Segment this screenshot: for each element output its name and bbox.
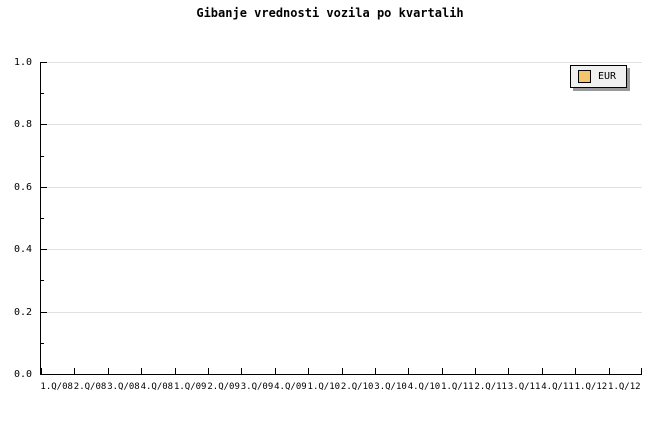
y-major-tick (41, 187, 47, 188)
y-minor-tick (41, 218, 44, 219)
x-tick-label: 2.Q/10 (340, 382, 374, 392)
x-tick-label: 1.Q/10 (307, 382, 341, 392)
x-tick-label: 3.Q/10 (374, 382, 407, 392)
legend-series-label: EUR (598, 71, 617, 82)
y-major-tick (41, 312, 47, 313)
x-boundary-tick (342, 368, 343, 374)
y-tick-label: 0.6 (13, 182, 32, 193)
x-boundary-tick (442, 368, 443, 374)
chart-title: Gibanje vrednosti vozila po kvartalih (196, 6, 464, 20)
x-boundary-tick (542, 368, 543, 374)
y-gridline (41, 249, 642, 250)
y-axis-labels: 0.0 0.2 0.4 0.6 0.8 1.0 (0, 57, 35, 380)
y-gridline (41, 187, 642, 188)
x-tick-label: 2.Q/09 (207, 382, 240, 392)
x-boundary-tick (108, 368, 109, 374)
y-major-tick (41, 374, 47, 375)
y-gridline (41, 312, 642, 313)
x-boundary-tick (141, 368, 142, 374)
x-boundary-tick (609, 368, 610, 374)
y-minor-tick (41, 343, 44, 344)
plot-area (40, 62, 642, 375)
x-tick-label: 4.Q/08 (140, 382, 174, 392)
y-gridline (41, 124, 642, 125)
x-tick-label: 2.Q/08 (73, 382, 107, 392)
x-boundary-tick (74, 368, 75, 374)
x-boundary-tick (175, 368, 176, 374)
x-boundary-tick (41, 368, 42, 374)
y-major-tick (41, 124, 47, 125)
x-tick-label: 2.Q/11 (474, 382, 507, 392)
x-tick-label: 3.Q/08 (107, 382, 140, 392)
x-axis-labels: 1.Q/08 2.Q/08 3.Q/08 4.Q/08 1.Q/09 2.Q/09 3.Q/… (40, 382, 642, 396)
x-boundary-tick (375, 368, 376, 374)
y-tick-label: 0.2 (13, 307, 32, 318)
x-tick-label: 4.Q/10 (407, 382, 441, 392)
y-minor-tick (41, 93, 44, 94)
x-tick-label: 1.Q/08 (40, 382, 73, 392)
x-boundary-tick (641, 368, 642, 374)
x-boundary-tick (241, 368, 242, 374)
x-tick-label: 1.Q/09 (173, 382, 207, 392)
x-boundary-tick (475, 368, 476, 374)
x-boundary-tick (408, 368, 409, 374)
x-tick-label: 4.Q/09 (274, 382, 307, 392)
x-tick-label: 1.Q/12 (608, 382, 641, 392)
y-tick-label: 1.0 (13, 57, 32, 68)
x-boundary-tick (275, 368, 276, 374)
x-tick-label: 1.Q/11 (441, 382, 474, 392)
chart-legend: EUR (570, 65, 627, 88)
y-tick-label: 0.8 (13, 119, 32, 130)
y-gridline (41, 62, 642, 63)
x-boundary-tick (308, 368, 309, 374)
y-tick-label: 0.0 (13, 369, 32, 380)
y-tick-label: 0.4 (13, 244, 32, 255)
y-minor-tick (41, 280, 44, 281)
x-tick-label: 4.Q/11 (541, 382, 574, 392)
x-tick-label: 3.Q/09 (240, 382, 274, 392)
legend-series-swatch (578, 70, 591, 83)
x-boundary-tick (575, 368, 576, 374)
x-tick-label: 3.Q/11 (507, 382, 541, 392)
x-boundary-tick (208, 368, 209, 374)
x-tick-label: 1.Q/12 (574, 382, 608, 392)
y-major-tick (41, 249, 47, 250)
y-major-tick (41, 62, 47, 63)
y-minor-tick (41, 156, 44, 157)
x-boundary-tick (508, 368, 509, 374)
